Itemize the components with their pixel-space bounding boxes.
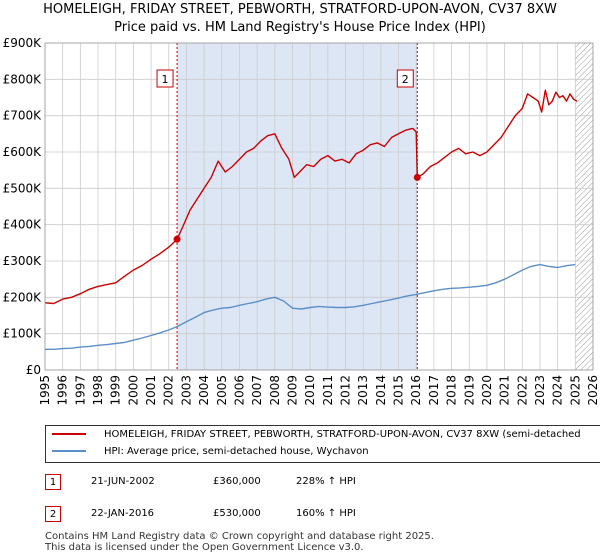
legend-swatch-property [52,433,86,435]
chart-title: HOMELEIGH, FRIDAY STREET, PEBWORTH, STRA… [43,2,557,17]
x-tick-label: 2006 [232,375,246,406]
plot-frame [44,42,594,371]
property-price-line [44,89,578,305]
legend-item-hpi: HPI: Average price, semi-detached house,… [52,446,369,462]
price-chart: £0 £100K £200K £300K £400K £500K £600K £700K £80… [3,36,600,406]
legend-item-property: HOMELEIGH, FRIDAY STREET, PEBWORTH, STRA… [52,429,581,445]
transaction-badge: 2 [45,506,61,522]
y-tick-label: £500K [3,181,43,195]
transaction-price: £360,000 [213,476,261,487]
y-tick-label: £0 [26,363,41,377]
x-tick-label: 2000 [126,375,140,406]
x-tick-label: 2025 [568,375,582,406]
sale-point [173,235,181,243]
x-tick-label: 2002 [162,375,176,406]
legend: HOMELEIGH, FRIDAY STREET, PEBWORTH, STRA… [45,425,600,463]
x-tick-label: 2015 [392,375,406,406]
y-tick-label: £900K [3,36,43,50]
x-tick-label: 2008 [268,375,282,406]
footer-copyright: Contains HM Land Registry data © Crown c… [45,531,434,542]
y-tick-label: £100K [3,327,43,341]
transaction-price: £530,000 [213,508,261,519]
legend-label-hpi: HPI: Average price, semi-detached house,… [104,446,369,457]
legend-label-property: HOMELEIGH, FRIDAY STREET, PEBWORTH, STRA… [104,429,581,440]
transaction-date: 21-JUN-2002 [91,476,155,487]
hpi-line [45,263,576,350]
transaction-hpi: 228% ↑ HPI [296,476,356,487]
x-tick-label: 2023 [533,375,547,406]
transaction-hpi: 160% ↑ HPI [296,508,356,519]
sale-badge-label: 2 [402,73,409,86]
sale-badge-box [156,69,174,88]
x-tick-label: 2014 [374,375,388,406]
x-tick-label: 2012 [339,375,353,406]
x-tick-label: 1996 [56,375,70,406]
x-tick-label: 2007 [250,375,264,406]
x-tick-label: 2021 [498,375,512,406]
x-tick-label: 2005 [215,375,229,406]
x-tick-label: 2009 [285,375,299,406]
sale-badge-label: 1 [162,73,169,86]
forecast-hatch [575,43,593,370]
x-tick-label: 2003 [179,375,193,406]
y-tick-label: £800K [3,72,43,86]
y-tick-label: £300K [3,254,43,268]
x-tick-label: 2010 [303,375,317,406]
y-tick-label: £400K [3,218,43,232]
transaction-badge: 1 [45,474,61,490]
x-tick-label: 2018 [445,375,459,406]
sale-point [413,173,421,181]
x-tick-label: 2020 [480,375,494,406]
ownership-shade [177,43,418,370]
x-tick-label: 2016 [409,375,423,406]
y-tick-label: £200K [3,290,43,304]
x-tick-label: 1995 [38,375,52,406]
x-tick-label: 1998 [91,375,105,406]
x-tick-label: 2022 [515,375,529,406]
x-tick-label: 2013 [356,375,370,406]
x-tick-label: 2011 [321,375,335,406]
x-tick-label: 2024 [551,375,565,406]
x-tick-label: 2001 [144,375,158,406]
x-tick-label: 1999 [109,375,123,406]
sale-badge-box [396,69,414,88]
chart-subtitle: Price paid vs. HM Land Registry's House … [114,20,486,35]
transaction-date: 22-JAN-2016 [91,508,155,519]
x-tick-label: 2019 [462,375,476,406]
x-tick-label: 2026 [586,375,600,406]
x-tick-label: 1997 [73,375,87,406]
x-tick-label: 2017 [427,375,441,406]
footer-licence: This data is licensed under the Open Gov… [45,542,364,553]
y-tick-label: £700K [3,109,43,123]
legend-swatch-hpi [52,450,86,452]
x-tick-label: 2004 [197,375,211,406]
y-tick-label: £600K [3,145,43,159]
